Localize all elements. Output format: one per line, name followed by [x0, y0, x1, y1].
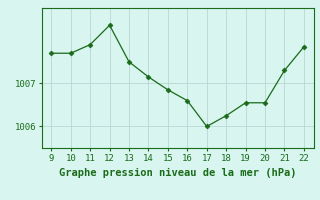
- X-axis label: Graphe pression niveau de la mer (hPa): Graphe pression niveau de la mer (hPa): [59, 168, 296, 178]
